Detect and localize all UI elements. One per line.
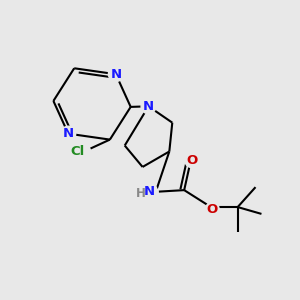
Text: N: N bbox=[143, 185, 155, 198]
Text: N: N bbox=[110, 68, 122, 81]
Circle shape bbox=[206, 202, 219, 215]
Text: N: N bbox=[63, 127, 74, 140]
Circle shape bbox=[141, 99, 156, 114]
Circle shape bbox=[69, 142, 88, 161]
Circle shape bbox=[185, 154, 198, 167]
Text: N: N bbox=[143, 100, 154, 113]
Circle shape bbox=[61, 126, 76, 141]
Text: O: O bbox=[207, 202, 218, 216]
Text: O: O bbox=[186, 154, 197, 167]
Text: Cl: Cl bbox=[71, 145, 85, 158]
Text: H: H bbox=[136, 188, 146, 200]
Circle shape bbox=[141, 183, 158, 200]
Circle shape bbox=[108, 67, 123, 82]
